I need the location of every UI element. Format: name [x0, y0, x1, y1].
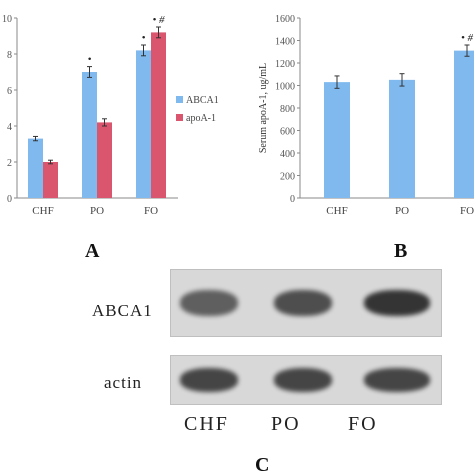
y-tick-label: 1600	[275, 14, 295, 25]
legend-label-abca1: ABCA1	[186, 95, 219, 106]
significance-mark: • #	[461, 32, 474, 44]
significance-mark: • #	[152, 14, 165, 26]
bar-abca1-po	[82, 72, 97, 198]
chart-b-svg: 0 200 400 600 800 1000 1200 1400 1600 Serum apoA-…	[258, 14, 474, 217]
blot-row-label-abca1: ABCA1	[92, 301, 153, 320]
bar-po	[389, 79, 415, 198]
blot-lane-label-po: PO	[271, 413, 301, 435]
y-tick-label: 1400	[275, 37, 295, 48]
x-tick-label-chf: CHF	[32, 205, 53, 217]
blot-band-actin-chf	[180, 368, 238, 392]
y-tick-label: 0	[290, 194, 295, 205]
chart-a-svg: 0 2 4 6 8 10 CHF PO FO • • • # ABCA1 apoA-1	[2, 14, 219, 217]
blot-row-abca1	[170, 269, 442, 337]
legend-label-apoa-1: apoA-1	[186, 113, 216, 124]
y-tick-label: 2	[7, 158, 12, 169]
chart-b: 0 200 400 600 800 1000 1200 1400 1600 Serum apoA-…	[247, 0, 474, 228]
y-tick-label: 10	[2, 14, 12, 25]
bar-abca1-chf	[28, 138, 43, 198]
y-tick-label: 0	[7, 194, 12, 205]
blot-row-label-actin: actin	[104, 373, 143, 392]
chart-a: 0 2 4 6 8 10 CHF PO FO • • • # ABCA1 apoA-1	[0, 0, 230, 228]
y-tick-label: 1000	[275, 82, 295, 93]
y-tick-label: 6	[7, 86, 12, 97]
significance-mark: •	[88, 54, 92, 66]
legend-swatch-abca1	[176, 96, 183, 103]
x-tick-label-po: PO	[395, 205, 409, 217]
bar-abca1-fo	[136, 50, 151, 199]
panel-b-letter: B	[394, 240, 408, 262]
panel-a-letter: A	[85, 240, 100, 262]
y-axis-label: Serum apoA-1, ug/mL	[258, 63, 269, 153]
blot-band-abca1-chf	[180, 290, 238, 316]
y-tick-label: 600	[280, 127, 295, 138]
blot-lane-label-fo: FO	[348, 413, 378, 435]
blot-lane-label-chf: CHF	[184, 413, 229, 435]
y-tick-label: 8	[7, 50, 12, 61]
y-tick-label: 800	[280, 104, 295, 115]
bar-chf	[324, 82, 350, 198]
legend-swatch-apoa-1	[176, 114, 183, 121]
y-tick-label: 4	[7, 122, 12, 133]
y-tick-label: 200	[280, 172, 295, 183]
bar-fo	[454, 50, 474, 198]
significance-mark: •	[142, 32, 146, 44]
blot-band-abca1-fo	[364, 290, 430, 316]
x-tick-label-po: PO	[90, 205, 104, 217]
x-tick-label-chf: CHF	[326, 205, 347, 217]
blot-band-actin-po	[274, 368, 332, 392]
blot-band-abca1-po	[274, 290, 332, 316]
bar-apoa-1-po	[97, 122, 112, 198]
y-tick-label: 400	[280, 149, 295, 160]
bar-apoa-1-chf	[43, 162, 58, 198]
bar-apoa-1-fo	[151, 32, 166, 199]
blot-row-actin	[170, 355, 442, 405]
panel-c-letter: C	[255, 454, 270, 476]
x-tick-label-fo: FO	[460, 205, 474, 217]
x-tick-label-fo: FO	[144, 205, 158, 217]
y-tick-label: 1200	[275, 59, 295, 70]
western-blot	[170, 269, 442, 405]
blot-band-actin-fo	[364, 368, 430, 392]
